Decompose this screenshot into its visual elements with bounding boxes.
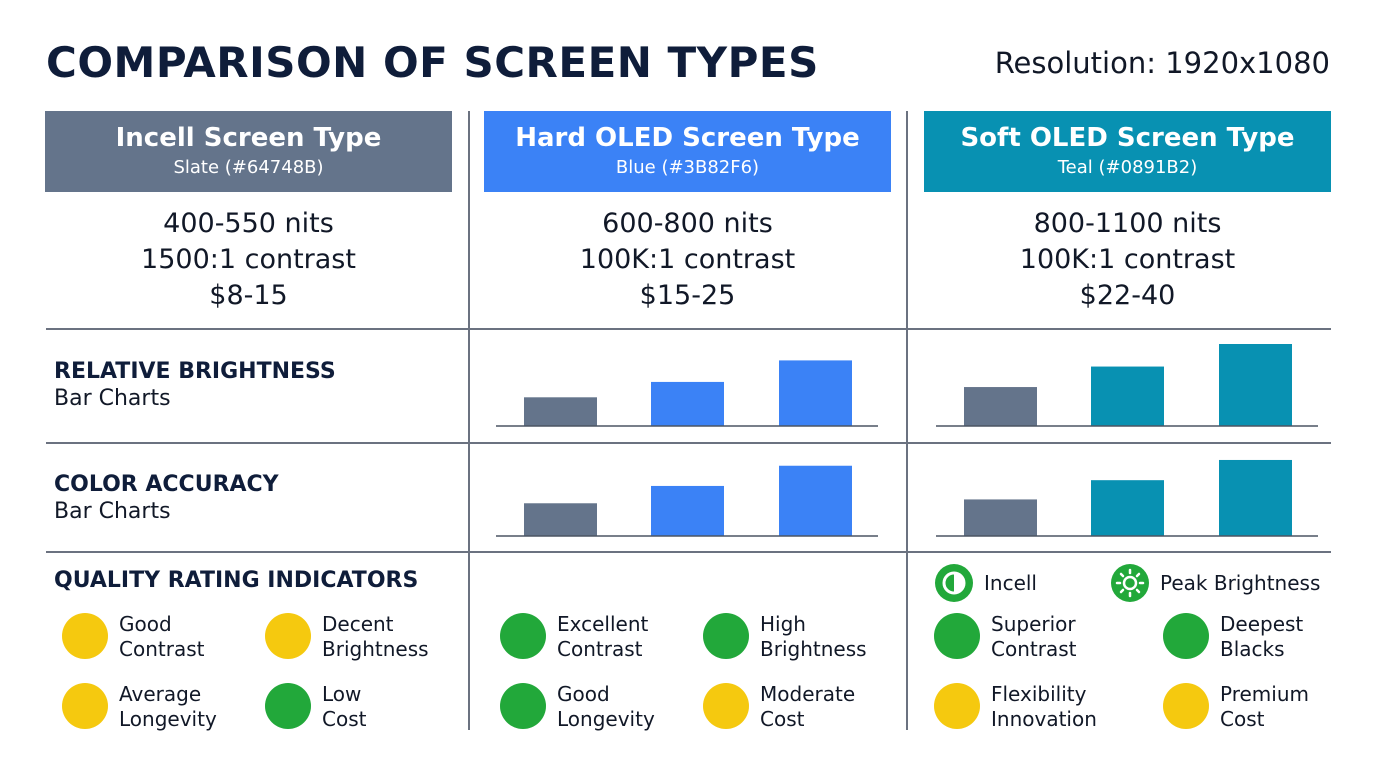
column-divider	[906, 111, 908, 730]
rating-dot	[265, 683, 311, 729]
brightness-spec: 800-1100 nits	[1033, 208, 1222, 239]
rating-line2: Cost	[322, 707, 367, 731]
column-color-label: Slate (#64748B)	[173, 157, 324, 178]
rating-dot	[500, 613, 546, 659]
rating-line1: Good	[119, 612, 172, 636]
rating-line2: Blacks	[1220, 637, 1285, 661]
rating-line1: Moderate	[760, 682, 856, 706]
price-spec: $15-25	[639, 280, 736, 311]
bar	[1091, 366, 1164, 426]
rating-dot	[500, 683, 546, 729]
contrast-spec: 100K:1 contrast	[579, 244, 796, 275]
column-header-incell: Incell Screen Type Slate (#64748B)	[45, 111, 452, 192]
rating-line1: Flexibility	[991, 682, 1087, 706]
row-divider	[46, 328, 1331, 330]
column-color-label: Teal (#0891B2)	[1057, 157, 1198, 178]
rating-line2: Innovation	[991, 707, 1097, 731]
column-header-soft-oled: Soft OLED Screen Type Teal (#0891B2)	[924, 111, 1331, 192]
rating-line1: High	[760, 612, 806, 636]
brightness-chart-hard-oled	[496, 360, 878, 427]
column-divider	[468, 111, 470, 730]
row-divider	[46, 442, 1331, 444]
price-spec: $8-15	[209, 280, 288, 311]
bar	[964, 499, 1037, 536]
bar	[779, 465, 852, 536]
rating-line1: Good	[557, 682, 610, 706]
column-header-hard-oled: Hard OLED Screen Type Blue (#3B82F6)	[484, 111, 891, 192]
sun-icon	[1111, 564, 1149, 602]
row-subheading: Bar Charts	[54, 386, 171, 411]
bar	[1091, 480, 1164, 536]
rating-line2: Cost	[760, 707, 805, 731]
quality-heading: QUALITY RATING INDICATORS	[54, 568, 419, 593]
rating-line1: Average	[119, 682, 202, 706]
legend-label: Peak Brightness	[1160, 571, 1321, 595]
bar	[779, 360, 852, 426]
rating-line1: Excellent	[557, 612, 649, 636]
column-color-label: Blue (#3B82F6)	[615, 157, 760, 178]
specs-soft-oled: 800-1100 nits 100K:1 contrast $22-40	[924, 206, 1331, 314]
brightness-spec: 400-550 nits	[163, 208, 334, 239]
rating-line2: Longevity	[119, 707, 217, 731]
rating-line1: Premium	[1220, 682, 1309, 706]
bar	[1219, 459, 1292, 536]
row-heading: RELATIVE BRIGHTNESS	[54, 359, 336, 384]
rating-dot	[1163, 613, 1209, 659]
rating-line2: Contrast	[119, 637, 205, 661]
rating-dot	[934, 683, 980, 729]
rating-line1: Superior	[991, 612, 1076, 636]
row-heading: COLOR ACCURACY	[54, 472, 279, 497]
price-spec: $22-40	[1079, 280, 1176, 311]
accuracy-chart-hard-oled	[496, 465, 878, 537]
rating-line1: Deepest	[1220, 612, 1304, 636]
rating-line2: Longevity	[557, 707, 655, 731]
bar	[1219, 344, 1292, 426]
bar	[964, 387, 1037, 426]
bar	[651, 485, 724, 536]
specs-incell: 400-550 nits 1500:1 contrast $8-15	[45, 206, 452, 314]
contrast-spec: 100K:1 contrast	[1019, 244, 1236, 275]
bar	[524, 503, 597, 536]
half-circle-icon	[935, 564, 973, 602]
rating-line2: Brightness	[760, 637, 867, 661]
rating-dot	[703, 683, 749, 729]
column-name: Incell Screen Type	[115, 123, 382, 153]
brightness-spec: 600-800 nits	[602, 208, 773, 239]
rating-dot	[1163, 683, 1209, 729]
column-name: Hard OLED Screen Type	[515, 123, 860, 153]
contrast-spec: 1500:1 contrast	[141, 244, 356, 275]
page-title: COMPARISON OF SCREEN TYPES	[46, 38, 819, 87]
row-label-brightness: RELATIVE BRIGHTNESS Bar Charts	[54, 359, 336, 411]
rating-dot	[703, 613, 749, 659]
rating-line1: Decent	[322, 612, 394, 636]
rating-line1: Low	[322, 682, 362, 706]
row-divider	[46, 551, 1331, 553]
rating-dot	[62, 683, 108, 729]
rating-line2: Cost	[1220, 707, 1265, 731]
row-label-accuracy: COLOR ACCURACY Bar Charts	[54, 472, 279, 524]
rating-dot	[265, 613, 311, 659]
bar	[651, 381, 724, 426]
rating-line2: Contrast	[991, 637, 1077, 661]
brightness-chart-soft-oled	[936, 344, 1318, 427]
bar	[524, 397, 597, 426]
rating-dot	[934, 613, 980, 659]
rating-dot	[62, 613, 108, 659]
legend-label: Incell	[984, 571, 1037, 595]
resolution-label: Resolution: 1920x1080	[994, 46, 1330, 80]
rating-line2: Contrast	[557, 637, 643, 661]
rating-line2: Brightness	[322, 637, 429, 661]
specs-hard-oled: 600-800 nits 100K:1 contrast $15-25	[484, 206, 891, 314]
accuracy-chart-soft-oled	[936, 459, 1318, 537]
row-subheading: Bar Charts	[54, 499, 171, 524]
column-name: Soft OLED Screen Type	[960, 123, 1295, 153]
